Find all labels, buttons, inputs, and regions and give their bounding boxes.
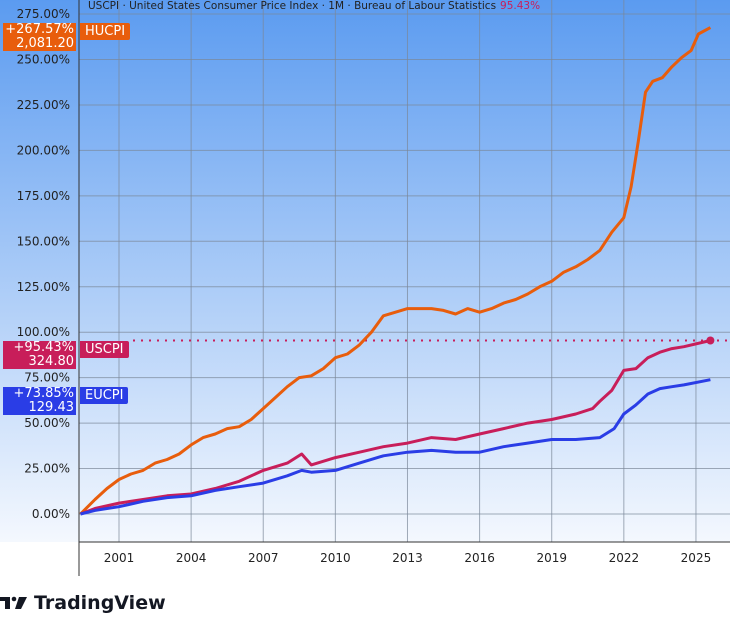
y-tick-label: 200.00% (17, 143, 70, 157)
y-tick-label: 0.00% (32, 507, 70, 521)
y-tick-label: 75.00% (24, 371, 70, 385)
chart[interactable]: 0.00% 25.00% 50.00% 75.00% 100.00% 125.00% 150… (0, 0, 730, 580)
uscpi-series-line[interactable] (79, 339, 711, 516)
series-legend[interactable]: USCPI · United States Consumer Price Ind… (88, 0, 540, 13)
hucpi-percent: +267.57% (5, 22, 74, 37)
uscpi-tag: USCPI (80, 341, 129, 358)
eucpi-value: 129.43 (28, 400, 75, 415)
x-tick-label: 2013 (392, 551, 423, 565)
tradingview-logo[interactable]: TradingView (0, 592, 166, 614)
hucpi-value: 2,081.20 (16, 36, 74, 51)
y-tick-label: 250.00% (17, 53, 70, 67)
x-tick-label: 2007 (248, 551, 279, 565)
brand-name: TradingView (34, 592, 166, 614)
eucpi-percent: +73.85% (13, 386, 74, 401)
y-tick-label: 175.00% (17, 189, 70, 203)
uscpi-percent: +95.43% (13, 340, 74, 355)
tradingview-logo-icon (0, 596, 27, 609)
time-axis-background (0, 542, 730, 576)
x-tick-label: 2019 (536, 551, 567, 565)
hucpi-value-label: +267.57% 2,081.20 (3, 23, 76, 51)
x-tick-label: 2022 (609, 551, 640, 565)
eucpi-series-line[interactable] (80, 378, 711, 516)
x-tick-label: 2001 (104, 551, 135, 565)
y-tick-label: 225.00% (17, 98, 70, 112)
uscpi-value: 324.80 (28, 354, 75, 369)
y-tick-label: 275.00% (17, 7, 70, 21)
legend-text: USCPI · United States Consumer Price Ind… (88, 0, 497, 12)
legend-value: 95.43% (500, 0, 541, 12)
y-tick-label: 25.00% (24, 462, 70, 476)
x-tick-label: 2010 (320, 551, 351, 565)
eucpi-tag: EUCPI (80, 387, 129, 404)
x-tick-label: 2016 (464, 551, 495, 565)
y-tick-label: 150.00% (17, 234, 70, 248)
eucpi-value-label: +73.85% 129.43 (3, 387, 76, 415)
y-tick-label: 100.00% (17, 325, 70, 339)
uscpi-last-point (706, 336, 715, 345)
hucpi-series-line[interactable] (79, 26, 712, 516)
x-tick-label: 2025 (681, 551, 712, 565)
y-tick-label: 125.00% (17, 280, 70, 294)
hucpi-tag: HUCPI (80, 23, 131, 40)
x-tick-label: 2004 (176, 551, 207, 565)
y-tick-label: 50.00% (24, 416, 70, 430)
uscpi-value-label: +95.43% 324.80 (3, 341, 76, 369)
